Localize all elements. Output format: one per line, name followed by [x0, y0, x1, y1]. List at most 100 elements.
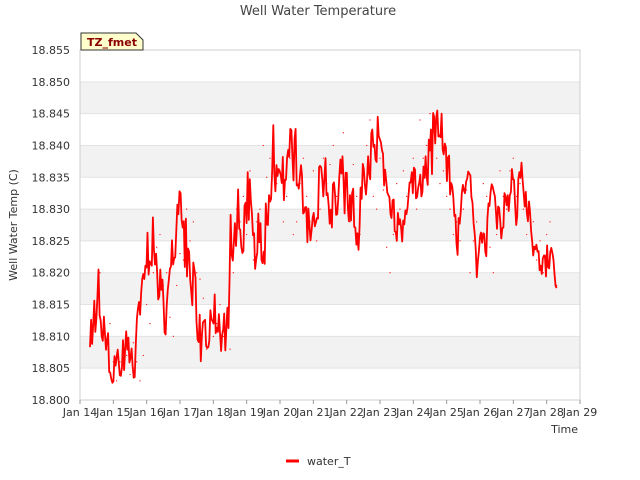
data-point	[206, 348, 208, 350]
data-point	[529, 208, 531, 210]
data-point	[212, 335, 214, 337]
data-point	[409, 183, 411, 185]
data-point	[349, 221, 351, 223]
data-point	[299, 183, 301, 185]
y-tick-label: 18.835	[32, 171, 71, 184]
plot-band	[80, 336, 580, 369]
data-point	[499, 170, 501, 172]
data-point	[139, 380, 141, 382]
data-point	[186, 208, 188, 210]
data-point	[556, 284, 558, 287]
data-point	[156, 246, 158, 248]
data-point	[462, 208, 464, 210]
data-point	[322, 157, 324, 159]
data-point	[532, 221, 534, 223]
data-point	[182, 259, 184, 261]
data-point	[542, 272, 544, 274]
data-point	[439, 183, 441, 185]
data-point	[219, 303, 221, 306]
data-point	[226, 323, 228, 325]
data-point	[292, 233, 294, 236]
x-tick-label: Jan 27	[495, 406, 530, 419]
data-point	[239, 221, 241, 223]
data-point	[259, 208, 261, 210]
data-point	[96, 303, 98, 306]
plot-band	[80, 81, 580, 114]
data-point	[379, 157, 381, 159]
data-point	[522, 208, 524, 210]
x-tick-label: Jan 21	[295, 406, 330, 419]
data-point	[449, 208, 451, 210]
data-point	[516, 195, 518, 197]
data-point	[202, 297, 204, 299]
data-point	[419, 119, 421, 121]
data-point	[332, 144, 334, 147]
data-point	[329, 163, 331, 166]
data-point	[472, 240, 474, 242]
data-point	[366, 144, 368, 147]
data-point	[276, 183, 278, 185]
data-point	[422, 157, 424, 159]
data-point	[469, 272, 471, 274]
data-point	[546, 233, 548, 236]
data-point	[359, 233, 361, 236]
data-point	[512, 157, 514, 159]
y-tick-label: 18.805	[32, 362, 71, 375]
data-point	[452, 233, 454, 236]
data-point	[266, 176, 268, 178]
tz-badge-label: TZ_fmet	[87, 36, 137, 49]
data-point	[236, 208, 238, 210]
data-point	[279, 170, 281, 172]
data-point	[152, 272, 154, 274]
data-point	[496, 233, 498, 236]
plot-band	[80, 145, 580, 178]
data-point	[432, 132, 434, 134]
data-point	[399, 208, 401, 210]
y-tick-label: 18.800	[32, 394, 71, 407]
data-point	[442, 170, 444, 172]
data-point	[459, 240, 461, 242]
data-point	[336, 195, 338, 197]
data-point	[312, 170, 314, 172]
data-point	[132, 342, 134, 344]
legend-label-water-T: water_T	[307, 455, 351, 468]
data-point	[216, 323, 218, 325]
data-point	[189, 240, 191, 242]
data-point	[346, 176, 348, 178]
data-point	[326, 183, 328, 185]
data-point	[482, 183, 484, 185]
grid-lines	[80, 49, 580, 401]
data-point	[192, 221, 194, 223]
data-point	[492, 272, 494, 274]
data-point	[429, 113, 431, 115]
plot-band	[80, 272, 580, 305]
data-point	[99, 272, 101, 274]
data-point	[116, 380, 118, 382]
data-point	[339, 170, 341, 172]
data-point	[436, 157, 438, 159]
data-point	[309, 221, 311, 223]
data-point	[209, 323, 211, 325]
y-tick-label: 18.830	[32, 203, 71, 216]
data-point	[89, 342, 91, 344]
x-axis-label: Time	[550, 423, 578, 436]
data-point	[272, 125, 274, 127]
data-point	[479, 233, 481, 236]
data-point	[372, 195, 374, 197]
data-point	[149, 323, 151, 325]
data-point	[126, 354, 128, 357]
data-point	[526, 233, 528, 236]
data-point	[112, 361, 114, 363]
chart-title: Well Water Temperature	[240, 4, 396, 19]
data-point	[446, 195, 448, 197]
y-axis-ticks: 18.800 18.805 18.810 18.815 18.820 18.825 18.8…	[32, 44, 71, 407]
data-point	[269, 157, 271, 159]
data-point	[289, 157, 291, 159]
data-point	[489, 246, 491, 248]
data-point	[426, 144, 428, 147]
x-tick-label: Jan 28	[528, 406, 563, 419]
data-point	[199, 278, 201, 280]
data-point	[302, 157, 304, 159]
y-tick-label: 18.820	[32, 267, 71, 280]
